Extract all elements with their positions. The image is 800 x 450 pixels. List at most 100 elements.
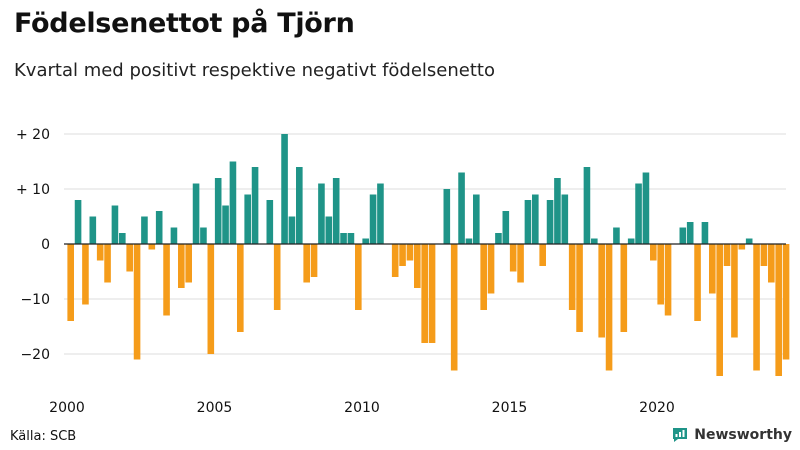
- bar: [421, 244, 428, 343]
- bar: [133, 244, 141, 360]
- bar: [414, 244, 421, 288]
- bar: [627, 238, 635, 244]
- x-tick-label: 2010: [344, 400, 380, 416]
- bar: [303, 244, 310, 283]
- bar: [207, 244, 215, 354]
- bar: [701, 222, 709, 244]
- bar: [517, 244, 524, 283]
- bar: [443, 189, 451, 244]
- bar: [642, 172, 650, 244]
- bar: [657, 244, 664, 305]
- gridlines: [64, 133, 786, 355]
- bar: [686, 222, 694, 244]
- axes: + 20 + 10 0 −10 −20 2000 2005 2010 2015 2020: [16, 127, 786, 416]
- bar: [200, 227, 207, 244]
- bar: [229, 161, 237, 244]
- source-note: Källa: SCB: [10, 429, 77, 444]
- chart-subtitle: Kvartal med positivt respektive negativt…: [14, 60, 495, 81]
- bar: [318, 183, 325, 244]
- bar: [170, 227, 178, 244]
- bar: [332, 178, 340, 244]
- x-tick-label: 2005: [197, 400, 233, 416]
- bar: [487, 244, 495, 294]
- bar: [650, 244, 657, 261]
- bar: [155, 211, 163, 244]
- bar: [495, 233, 502, 244]
- bar: [532, 194, 539, 244]
- bar: [273, 244, 281, 310]
- bar: [583, 167, 591, 244]
- bar: [355, 244, 362, 310]
- bar: [89, 216, 97, 244]
- bar: [67, 244, 74, 321]
- bar: [148, 244, 156, 250]
- y-tick-label: −20: [20, 347, 50, 363]
- bar: [620, 244, 628, 332]
- bar: [141, 216, 148, 244]
- bar: [96, 244, 104, 261]
- bar: [738, 244, 746, 250]
- chart-title: Födelsenettot på Tjörn: [14, 8, 355, 39]
- brand-name: Newsworthy: [694, 427, 792, 443]
- bar: [635, 183, 642, 244]
- bar: [664, 244, 672, 316]
- x-tick-label: 2015: [492, 400, 528, 416]
- bar: [251, 167, 259, 244]
- bar: [347, 233, 355, 244]
- bar: [782, 244, 790, 360]
- bar: [185, 244, 192, 283]
- bar: [568, 244, 576, 310]
- bar: [296, 167, 303, 244]
- bar: [310, 244, 318, 277]
- bar: [591, 238, 598, 244]
- bar: [480, 244, 487, 310]
- bar: [399, 244, 406, 266]
- bar: [178, 244, 185, 288]
- bar: [450, 244, 458, 371]
- bar: [163, 244, 170, 316]
- bar: [524, 200, 532, 244]
- bar: [82, 244, 89, 305]
- bar: [214, 178, 222, 244]
- bar: [111, 205, 119, 244]
- newsworthy-logo-icon: [673, 428, 688, 442]
- bar: [281, 134, 288, 244]
- bar: [458, 172, 465, 244]
- bar: [745, 238, 753, 244]
- brand-logo: Newsworthy: [671, 426, 792, 444]
- bar: [775, 244, 782, 376]
- bar: [716, 244, 723, 376]
- bar: [509, 244, 517, 272]
- bar: [266, 200, 274, 244]
- bar: [473, 194, 480, 244]
- bar: [406, 244, 414, 261]
- bar: [428, 244, 436, 343]
- bar: [760, 244, 768, 266]
- x-tick-label: 2000: [49, 400, 85, 416]
- bar: [362, 238, 369, 244]
- bar: [576, 244, 583, 332]
- bar: [694, 244, 701, 321]
- bar: [222, 205, 229, 244]
- y-tick-label: + 20: [16, 127, 50, 143]
- bars: [67, 134, 790, 376]
- bar: [126, 244, 133, 272]
- bar: [679, 227, 687, 244]
- bar: [369, 194, 377, 244]
- bar: [244, 194, 251, 244]
- bar: [502, 211, 510, 244]
- y-tick-label: 0: [41, 237, 50, 253]
- bar: [340, 233, 347, 244]
- bar: [753, 244, 760, 371]
- bar: [605, 244, 613, 371]
- bar: [465, 238, 473, 244]
- bar: [731, 244, 738, 338]
- bar: [539, 244, 546, 266]
- bar: [325, 216, 333, 244]
- bar: [192, 183, 200, 244]
- bar: [288, 216, 296, 244]
- x-tick-label: 2020: [639, 400, 675, 416]
- bar: [74, 200, 82, 244]
- bar: [561, 194, 569, 244]
